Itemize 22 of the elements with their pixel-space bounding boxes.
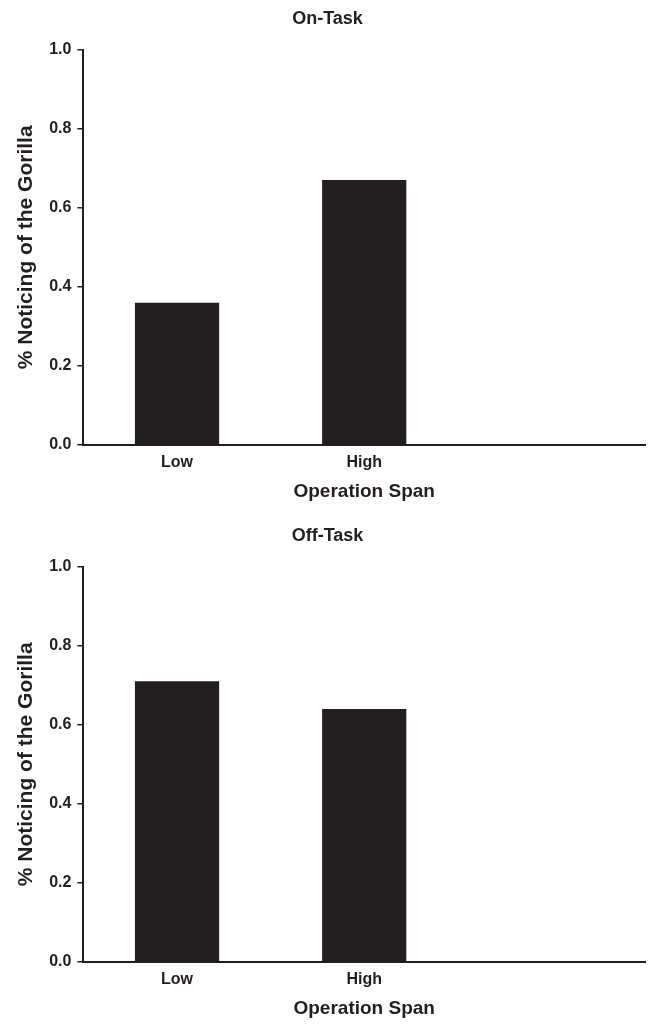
x-tick-label: Low xyxy=(161,970,194,988)
x-axis-title: Operation Span xyxy=(293,479,435,501)
x-tick-label: Low xyxy=(161,453,194,471)
y-tick-label: 0.2 xyxy=(49,873,72,891)
y-tick-label: 0.8 xyxy=(49,119,72,137)
x-axis-title: Operation Span xyxy=(293,996,435,1018)
x-tick-label: High xyxy=(346,453,382,471)
chart-title: Off-Task xyxy=(291,524,365,545)
y-tick-label: 1.0 xyxy=(49,557,72,575)
y-tick-label: 0.0 xyxy=(49,952,72,970)
chart-title: On-Task xyxy=(292,7,364,28)
y-tick-label: 0.6 xyxy=(49,715,72,733)
y-tick-label: 0.4 xyxy=(49,277,72,295)
y-axis-title: % Noticing of the Gorilla xyxy=(13,125,37,370)
y-tick-label: 0.6 xyxy=(49,198,72,216)
y-tick-label: 0.0 xyxy=(49,435,72,453)
x-tick-label: High xyxy=(346,970,382,988)
y-tick-label: 1.0 xyxy=(49,40,72,58)
y-tick-label: 0.2 xyxy=(49,356,72,374)
y-tick-label: 0.8 xyxy=(49,636,72,654)
y-tick-label: 0.4 xyxy=(49,794,72,812)
y-axis-title: % Noticing of the Gorilla xyxy=(13,642,37,887)
